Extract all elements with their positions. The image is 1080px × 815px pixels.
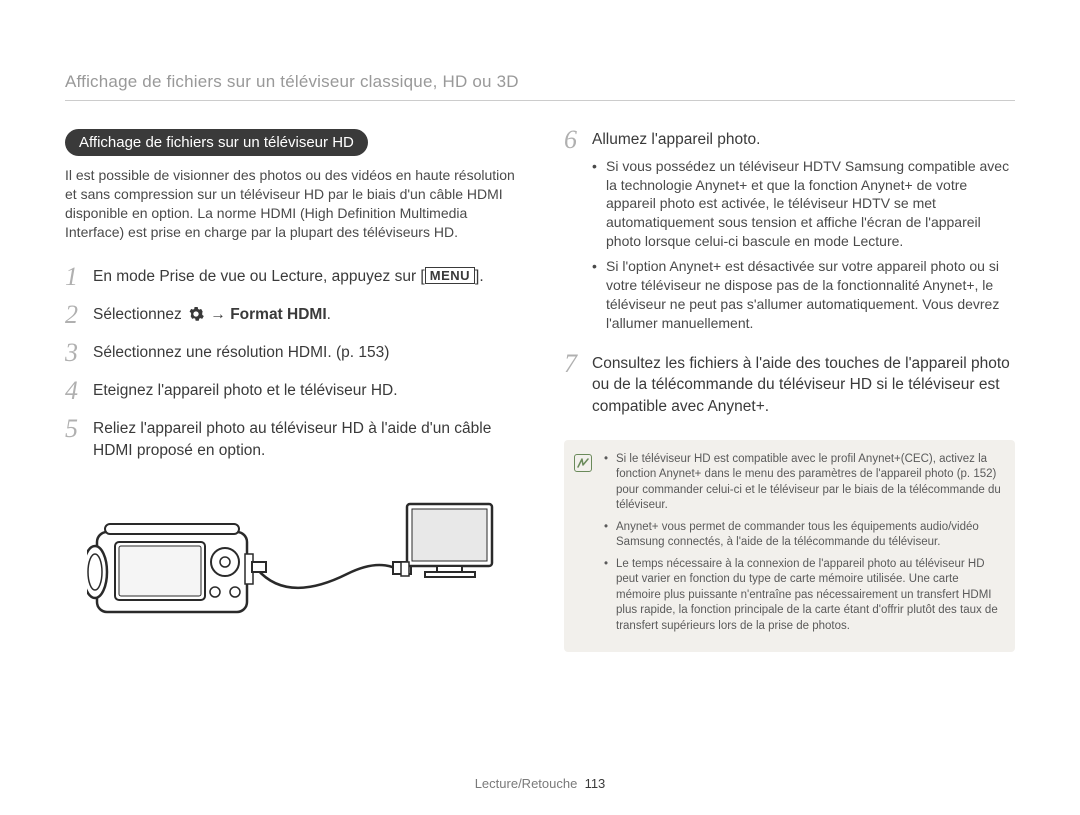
step-2: 2 Sélectionnez → Format HDMI.: [65, 304, 516, 329]
step-text: Eteignez l'appareil photo et le télévise…: [93, 380, 516, 402]
step-2-pre: Sélectionnez: [93, 306, 186, 323]
note-item-1: Si le téléviseur HD est compatible avec …: [604, 452, 1001, 514]
footer-section: Lecture/Retouche: [475, 776, 578, 791]
gear-icon: [188, 306, 204, 329]
note-icon: [574, 454, 592, 472]
step-3: 3 Sélectionnez une résolution HDMI. (p. …: [65, 342, 516, 366]
step-4: 4 Eteignez l'appareil photo et le télévi…: [65, 380, 516, 404]
page-footer: Lecture/Retouche 113: [0, 776, 1080, 791]
step-1: 1 En mode Prise de vue ou Lecture, appuy…: [65, 266, 516, 290]
menu-icon: MENU: [425, 267, 475, 285]
header-divider: [65, 100, 1015, 101]
step-number: 6: [564, 127, 592, 153]
step-6: 6 Allumez l'appareil photo. Si vous poss…: [564, 129, 1015, 339]
step-text: Allumez l'appareil photo. Si vous posséd…: [592, 129, 1015, 339]
step-6-bullet-1: Si vous possédez un téléviseur HDTV Sams…: [592, 157, 1015, 251]
step-number: 5: [65, 416, 93, 442]
step-text: Sélectionnez une résolution HDMI. (p. 15…: [93, 342, 516, 364]
step-number: 3: [65, 340, 93, 366]
right-column: 6 Allumez l'appareil photo. Si vous poss…: [564, 129, 1015, 652]
step-7: 7 Consultez les fichiers à l'aide des to…: [564, 353, 1015, 418]
step-number: 1: [65, 264, 93, 290]
step-text: En mode Prise de vue ou Lecture, appuyez…: [93, 266, 516, 288]
step-2-bold: Format HDMI: [230, 306, 326, 323]
page-breadcrumb: Affichage de fichiers sur un téléviseur …: [65, 72, 1015, 92]
step-6-bullet-2: Si l'option Anynet+ est désactivée sur v…: [592, 257, 1015, 333]
note-item-2: Anynet+ vous permet de commander tous le…: [604, 520, 1001, 551]
step-1-post: ].: [475, 268, 484, 285]
step-text: Consultez les fichiers à l'aide des touc…: [592, 353, 1015, 418]
step-number: 7: [564, 351, 592, 377]
step-text: Reliez l'appareil photo au téléviseur HD…: [93, 418, 516, 461]
step-number: 4: [65, 378, 93, 404]
step-6-sublist: Si vous possédez un téléviseur HDTV Sams…: [592, 157, 1015, 333]
step-6-main: Allumez l'appareil photo.: [592, 131, 760, 148]
step-5: 5 Reliez l'appareil photo au téléviseur …: [65, 418, 516, 461]
note-list: Si le téléviseur HD est compatible avec …: [604, 452, 1001, 635]
footer-page-number: 113: [585, 776, 606, 791]
section-heading-pill: Affichage de fichiers sur un téléviseur …: [65, 129, 368, 156]
step-number: 2: [65, 302, 93, 328]
step-2-post: .: [327, 306, 331, 323]
step-text: Sélectionnez → Format HDMI.: [93, 304, 516, 329]
left-column: Affichage de fichiers sur un téléviseur …: [65, 129, 516, 652]
note-callout: Si le téléviseur HD est compatible avec …: [564, 440, 1015, 653]
note-item-3: Le temps nécessaire à la connexion de l'…: [604, 557, 1001, 635]
step-1-pre: En mode Prise de vue ou Lecture, appuyez…: [93, 268, 425, 285]
camera-tv-illustration: [87, 494, 497, 629]
arrow-text: →: [206, 306, 230, 323]
content-columns: Affichage de fichiers sur un téléviseur …: [65, 129, 1015, 652]
intro-paragraph: Il est possible de visionner des photos …: [65, 166, 516, 242]
